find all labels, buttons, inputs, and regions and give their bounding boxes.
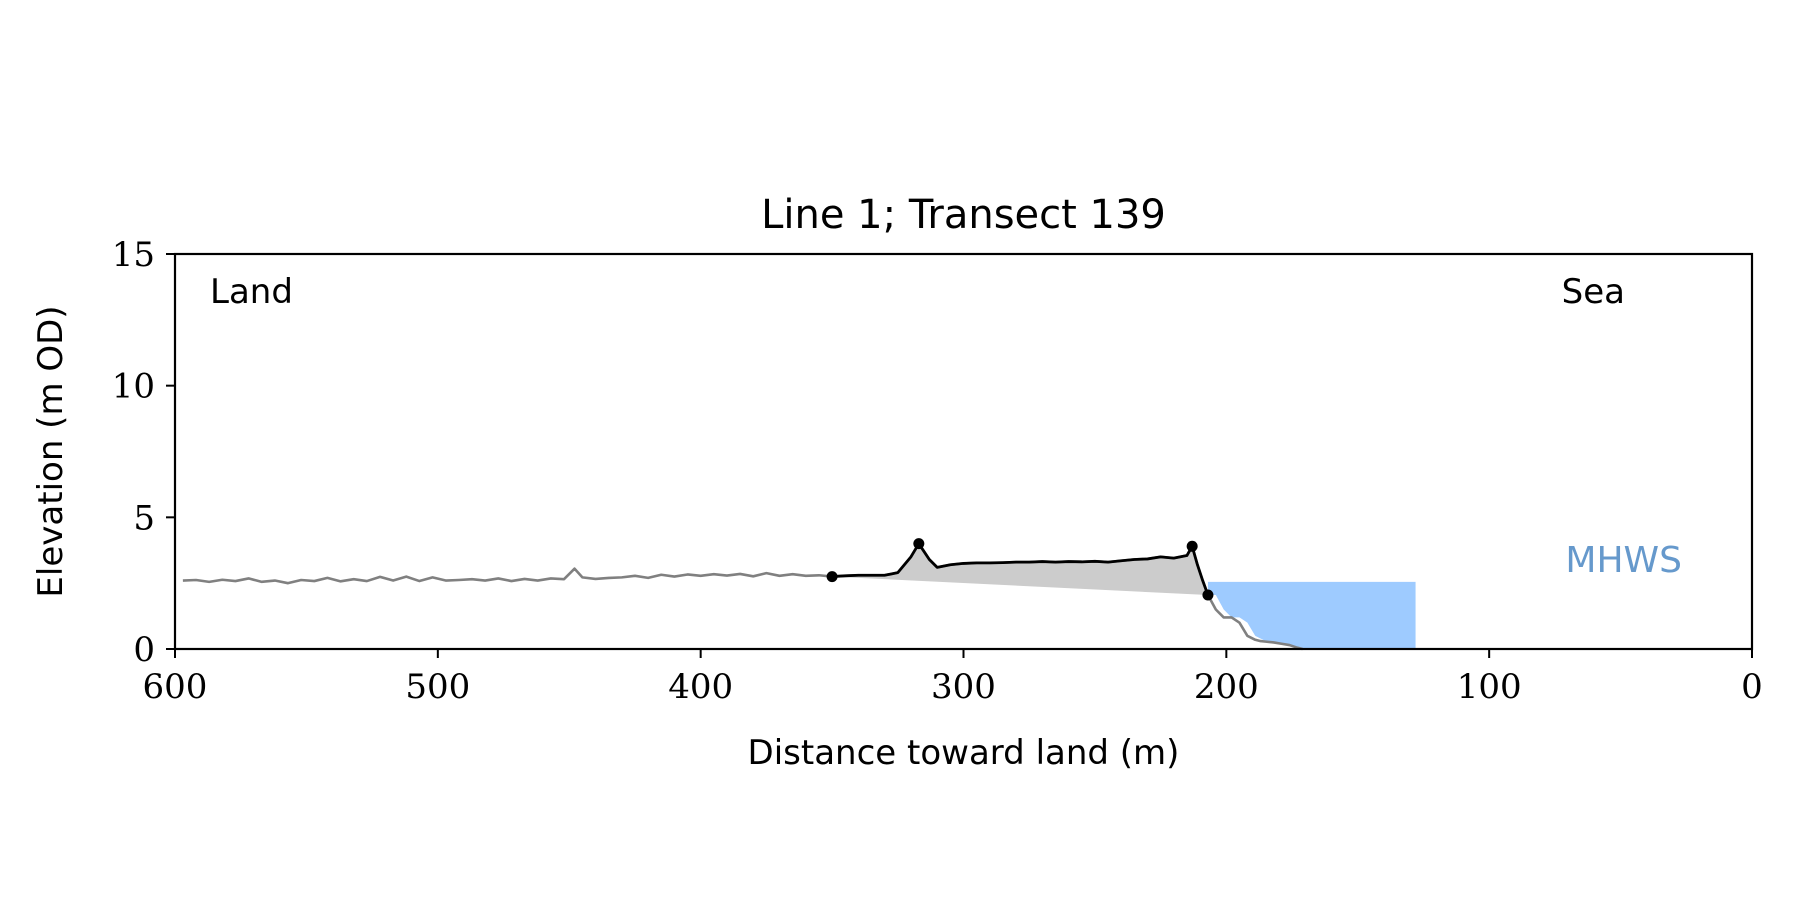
mhws-label: MHWS (1565, 540, 1682, 581)
y-tick-label: 5 (133, 498, 155, 538)
x-tick-label: 0 (1741, 667, 1763, 707)
dune-key-point (913, 538, 925, 550)
x-tick-label: 200 (1194, 667, 1259, 707)
y-axis-label: Elevation (m OD) (31, 305, 71, 597)
x-tick-label: 600 (143, 667, 208, 707)
point-layer (826, 538, 1214, 601)
x-tick-label: 500 (405, 667, 470, 707)
line-layer (182, 542, 1303, 651)
chart-title: Line 1; Transect 139 (761, 192, 1166, 238)
sea-label: Sea (1562, 272, 1625, 312)
y-tick-label: 0 (133, 630, 155, 670)
dune-key-point (1202, 589, 1214, 601)
dune-line (831, 542, 1210, 596)
y-tick-label: 10 (112, 367, 155, 407)
land-label: Land (210, 272, 293, 312)
x-tick-label: 400 (668, 667, 733, 707)
mhws-water-area (1207, 581, 1416, 649)
dune-key-point (1186, 540, 1198, 552)
y-tick-label: 15 (112, 235, 155, 275)
x-tick-label: 300 (931, 667, 996, 707)
dune-key-point (826, 571, 838, 583)
x-tick-label: 100 (1457, 667, 1522, 707)
plot-frame (173, 252, 1754, 651)
tick-layer: 600 500 400 300 200 100 0 0 5 10 15 (112, 235, 1763, 707)
x-axis-label: Distance toward land (m) (748, 733, 1180, 773)
dune-volume-fill (832, 543, 1208, 596)
